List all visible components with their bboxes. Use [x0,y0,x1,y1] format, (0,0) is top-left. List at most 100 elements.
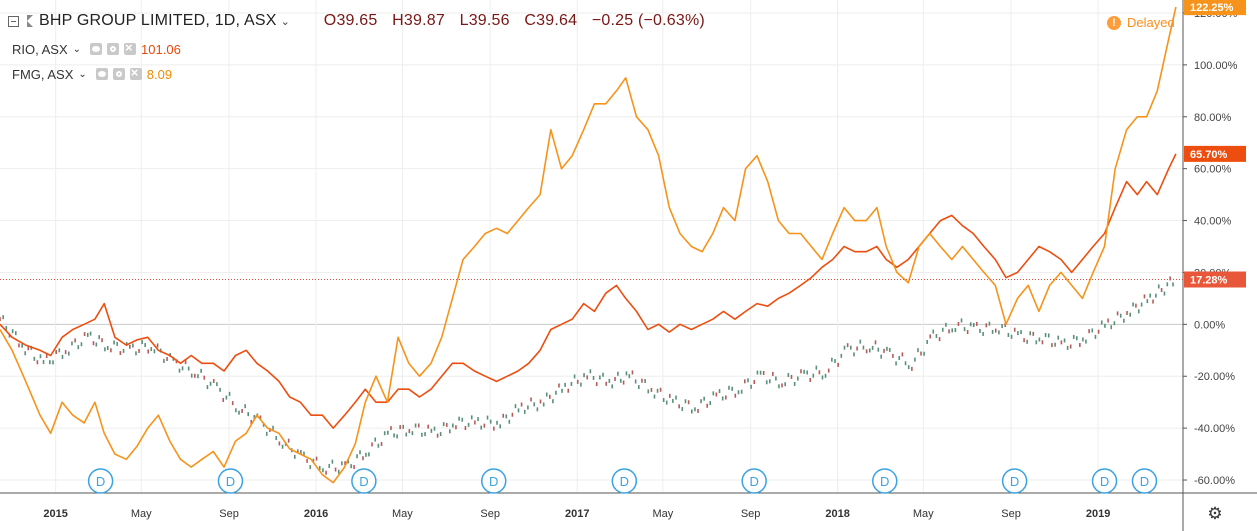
symbol-title[interactable]: BHP GROUP LIMITED, 1D, ASX [39,12,277,29]
candle [197,374,199,379]
candle [812,373,815,378]
candle [502,413,505,418]
close-icon[interactable] [129,65,142,80]
candle [427,424,430,429]
candle [744,379,746,384]
candle [737,390,740,395]
candle [656,388,659,393]
candle [414,423,417,428]
last-value-label: 122.25% [1190,2,1234,14]
candle [567,388,570,393]
x-tick-label: Sep [480,508,500,520]
candle [533,402,536,407]
candle [756,370,759,375]
eye-icon[interactable] [90,43,103,55]
gear-icon[interactable] [112,68,125,80]
candle [517,408,520,413]
flag-icon[interactable] [27,15,33,27]
candle [1054,342,1056,347]
candle [781,383,783,388]
candle [1020,330,1022,335]
comparison-name[interactable]: RIO, ASX [12,41,68,57]
main-legend: BHP GROUP LIMITED, 1D, ASX ⌄ O39.65 H39.… [8,10,715,32]
candle [1132,302,1134,307]
candle [104,347,106,352]
chevron-down-icon[interactable]: ⌄ [280,15,290,28]
dividend-marker[interactable]: D [872,468,898,494]
candle [1166,282,1169,287]
dividend-marker[interactable]: D [480,468,507,494]
gear-icon[interactable] [107,43,120,55]
chevron-down-icon[interactable]: ⌄ [72,43,82,55]
chevron-down-icon[interactable]: ⌄ [78,68,87,80]
candle [753,379,756,384]
candle [599,375,601,380]
ohlc-readout: O39.65 H39.87 L39.56 C39.64 −0.25 (−0.63… [324,12,715,30]
dividend-marker[interactable]: D [1131,468,1158,494]
dividend-marker[interactable]: D [741,468,767,494]
dividend-marker[interactable]: D [351,468,377,494]
candle [449,429,451,434]
candle [1063,338,1066,343]
candle [1113,321,1116,326]
candle [353,465,355,470]
comparison-value: 8.09 [146,66,173,82]
comparison-name[interactable]: FMG, ASX [12,66,74,82]
candle [402,424,405,429]
comparison-value: 101.06 [141,41,181,57]
candle [545,392,548,397]
dividend-marker[interactable]: D [1001,468,1028,494]
candle [74,338,76,343]
candle [684,399,687,404]
candle [1007,332,1010,337]
candle [800,369,802,374]
candle [700,399,702,404]
series-line-rio [0,153,1177,429]
candle [219,387,221,392]
candle [334,467,337,472]
candle [129,344,131,349]
candle [542,402,545,407]
candle [1023,338,1025,343]
candle [203,375,206,380]
candle [675,395,677,400]
candle [877,347,880,352]
close-icon[interactable] [124,40,137,55]
candle [994,328,997,333]
dividend-circle [741,468,767,494]
candle [293,454,296,459]
candle [527,405,529,410]
dividend-marker[interactable]: D [1091,468,1118,494]
dividend-circle [611,468,638,494]
chart-settings-gear-icon[interactable]: ⚙ [1207,504,1223,523]
x-tick-label: 2019 [1086,508,1110,520]
candle [765,380,768,385]
candle [1137,309,1140,314]
candle [740,389,743,394]
candle [602,372,604,377]
x-tick-label: 2015 [43,508,67,520]
candle [331,459,334,464]
candle [341,461,343,466]
candle [287,438,290,443]
candle [972,323,975,328]
candle [309,465,312,470]
candle [1088,329,1090,334]
eye-icon[interactable] [95,68,108,80]
candle [147,349,150,354]
candle [843,345,846,350]
candle [1060,340,1063,345]
dividend-marker[interactable]: D [217,468,244,494]
candle [259,415,262,420]
candle [2,315,4,320]
dividend-marker[interactable]: D [87,468,114,494]
candle [250,419,253,424]
candle [951,328,954,333]
candle [628,374,631,379]
candle [322,468,324,473]
candle [278,441,281,446]
collapse-icon[interactable] [8,15,19,27]
delayed-badge[interactable]: ! Delayed [1107,15,1175,30]
dividend-marker[interactable]: D [611,468,638,494]
